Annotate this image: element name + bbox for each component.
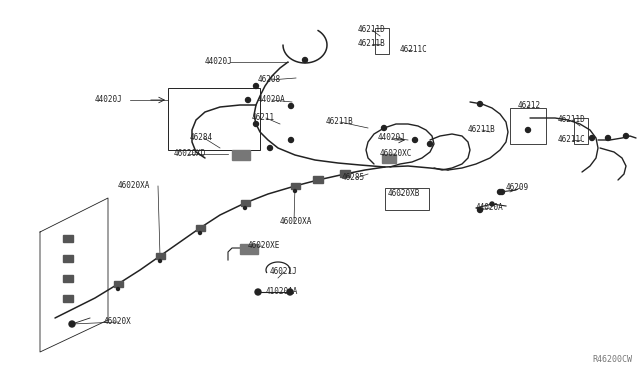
Circle shape: [605, 135, 611, 141]
Bar: [385, 188, 429, 210]
Bar: [375, 28, 389, 54]
Text: 46211B: 46211B: [468, 125, 496, 135]
Text: 44020A: 44020A: [258, 96, 285, 105]
Circle shape: [243, 206, 246, 209]
Circle shape: [255, 289, 261, 295]
Bar: [63, 295, 73, 302]
Bar: [63, 235, 73, 242]
Circle shape: [289, 103, 294, 109]
Bar: [156, 253, 165, 259]
Circle shape: [159, 260, 161, 263]
Circle shape: [289, 138, 294, 142]
Circle shape: [623, 134, 628, 138]
Bar: [240, 244, 258, 254]
Text: 46285: 46285: [342, 173, 365, 183]
Text: 46021J: 46021J: [270, 267, 298, 276]
Text: 46284: 46284: [190, 134, 213, 142]
Text: 46211: 46211: [252, 113, 275, 122]
Circle shape: [253, 83, 259, 89]
Text: 46211C: 46211C: [558, 135, 586, 144]
Text: 44020J: 44020J: [205, 58, 233, 67]
Bar: [168, 88, 260, 150]
Bar: [340, 170, 350, 177]
Bar: [232, 150, 250, 160]
Text: 46211B: 46211B: [326, 118, 354, 126]
Text: 46211D: 46211D: [358, 26, 386, 35]
Text: 41020AA: 41020AA: [266, 288, 298, 296]
Text: 46211D: 46211D: [558, 115, 586, 125]
Text: 46020XC: 46020XC: [380, 150, 412, 158]
Bar: [510, 108, 546, 144]
Text: 44020J: 44020J: [95, 96, 123, 105]
Bar: [196, 225, 205, 231]
Bar: [313, 176, 323, 183]
Circle shape: [477, 208, 483, 212]
Circle shape: [497, 189, 502, 195]
Circle shape: [69, 321, 75, 327]
Circle shape: [477, 102, 483, 106]
Bar: [382, 154, 396, 163]
Text: 46020XB: 46020XB: [388, 189, 420, 199]
Circle shape: [490, 202, 494, 206]
Text: 46211B: 46211B: [358, 39, 386, 48]
Circle shape: [294, 189, 296, 192]
Text: 46020XA: 46020XA: [280, 218, 312, 227]
Circle shape: [246, 97, 250, 103]
Bar: [241, 200, 250, 206]
Circle shape: [253, 122, 259, 126]
Bar: [63, 275, 73, 282]
Circle shape: [116, 288, 120, 291]
Circle shape: [428, 141, 433, 147]
Circle shape: [499, 189, 504, 195]
Text: 46212: 46212: [518, 100, 541, 109]
Bar: [574, 118, 588, 144]
Circle shape: [413, 138, 417, 142]
Bar: [291, 183, 300, 189]
Circle shape: [303, 58, 307, 62]
Text: 46020XE: 46020XE: [248, 241, 280, 250]
Text: 46020XA: 46020XA: [118, 182, 150, 190]
Text: 44020A: 44020A: [476, 203, 504, 212]
Circle shape: [198, 231, 202, 234]
Bar: [114, 281, 123, 287]
Circle shape: [525, 128, 531, 132]
Circle shape: [589, 135, 595, 141]
Text: R46200CW: R46200CW: [592, 355, 632, 364]
Circle shape: [287, 289, 293, 295]
Text: 46209: 46209: [506, 183, 529, 192]
Text: 46208: 46208: [258, 76, 281, 84]
Circle shape: [381, 125, 387, 131]
Text: 46211C: 46211C: [400, 45, 428, 55]
Text: 46020XD: 46020XD: [174, 150, 206, 158]
Text: 44020J: 44020J: [378, 134, 406, 142]
Circle shape: [268, 145, 273, 151]
Bar: [63, 255, 73, 262]
Text: 46020X: 46020X: [104, 317, 132, 327]
